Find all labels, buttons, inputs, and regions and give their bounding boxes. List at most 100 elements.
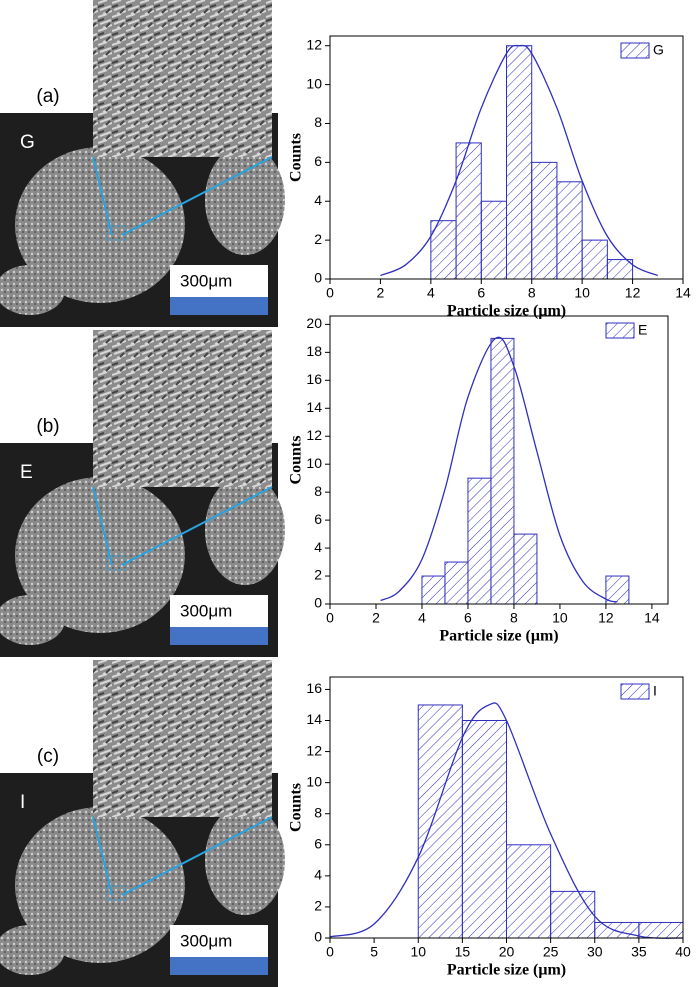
- y-tick-label: 20: [306, 315, 322, 331]
- bar: [444, 561, 469, 605]
- x-tick-label: 30: [587, 944, 603, 960]
- y-tick-label: 12: [306, 742, 322, 758]
- x-tick-label: 2: [377, 285, 385, 301]
- sem-image: (c) I 300μm: [0, 660, 285, 987]
- legend-label: I: [653, 683, 657, 699]
- bar: [605, 575, 630, 605]
- y-tick-label: 16: [306, 680, 322, 696]
- y-axis-label: Counts: [288, 133, 305, 182]
- particle: [15, 477, 185, 633]
- x-axis-label: Particle size (μm): [447, 962, 566, 979]
- x-tick-label: 10: [574, 285, 590, 301]
- x-tick-label: 12: [598, 610, 614, 626]
- y-tick-label: 8: [314, 804, 322, 820]
- x-tick-label: 40: [675, 944, 691, 960]
- particle: [0, 595, 65, 645]
- x-tick-label: 8: [528, 285, 536, 301]
- y-tick-label: 2: [314, 898, 322, 914]
- scale-label: 300μm: [180, 271, 232, 290]
- y-tick-label: 14: [306, 711, 322, 727]
- bar: [594, 921, 640, 939]
- x-tick-label: 10: [552, 610, 568, 626]
- y-tick-label: 14: [306, 399, 322, 415]
- x-tick-label: 10: [410, 944, 426, 960]
- y-tick-label: 16: [306, 371, 322, 387]
- zoom-line: [121, 486, 273, 566]
- bar: [581, 239, 608, 280]
- bar: [490, 337, 515, 605]
- legend-swatch: [605, 322, 635, 339]
- particle: [205, 145, 285, 255]
- scale-bar: [170, 957, 268, 975]
- bar: [506, 844, 552, 939]
- y-tick-label: 8: [314, 483, 322, 499]
- y-tick-label: 4: [314, 539, 322, 555]
- x-axis-label: Particle size (μm): [447, 303, 566, 320]
- zoom-line: [92, 816, 113, 896]
- x-tick-label: 4: [427, 285, 435, 301]
- fit-curve: [380, 44, 659, 277]
- bar: [417, 704, 463, 939]
- fit-curve: [380, 336, 618, 603]
- panel-label: (c): [37, 746, 59, 767]
- y-tick-label: 10: [306, 773, 322, 789]
- bar: [550, 890, 596, 939]
- sem-image: (b) E 300μm: [0, 330, 285, 657]
- x-tick-label: 5: [370, 944, 378, 960]
- scale-bar: [170, 627, 268, 645]
- scale-bar: [170, 297, 268, 315]
- bar: [556, 181, 583, 280]
- y-tick-label: 4: [314, 192, 322, 208]
- scale-label: 300μm: [180, 601, 232, 620]
- x-tick-label: 4: [418, 610, 426, 626]
- y-tick-label: 2: [314, 567, 322, 583]
- x-tick-label: 12: [625, 285, 641, 301]
- y-tick-label: 6: [314, 511, 322, 527]
- y-axis-label: Counts: [288, 783, 305, 832]
- zoom-box: [106, 555, 126, 571]
- inset-image: [93, 0, 272, 157]
- zoom-line: [121, 156, 273, 236]
- legend-label: E: [638, 322, 647, 338]
- x-tick-label: 0: [326, 944, 334, 960]
- y-tick-label: 6: [314, 153, 322, 169]
- y-tick-label: 10: [306, 75, 322, 91]
- x-axis-label: Particle size (μm): [439, 628, 558, 645]
- bar: [506, 45, 533, 280]
- particle: [0, 265, 65, 315]
- sem-image: (a) G 300μm: [0, 0, 285, 327]
- inset-image: [93, 330, 272, 487]
- y-tick-label: 4: [314, 867, 322, 883]
- zoom-box: [106, 225, 126, 241]
- bar: [638, 921, 684, 939]
- y-tick-label: 12: [306, 427, 322, 443]
- particle: [15, 807, 185, 963]
- x-tick-label: 25: [543, 944, 559, 960]
- zoom-line: [92, 486, 113, 566]
- y-tick-label: 12: [306, 36, 322, 52]
- fit-curve: [329, 702, 684, 939]
- image-label: G: [20, 132, 35, 153]
- particle: [205, 805, 285, 915]
- bar: [531, 161, 558, 280]
- x-tick-label: 6: [477, 285, 485, 301]
- x-tick-label: 15: [455, 944, 471, 960]
- x-tick-label: 0: [326, 285, 334, 301]
- y-tick-label: 0: [314, 929, 322, 945]
- x-tick-label: 35: [631, 944, 647, 960]
- panel-label: (b): [36, 416, 59, 437]
- y-tick-label: 0: [314, 270, 322, 286]
- panel-label: (a): [36, 86, 59, 107]
- legend-swatch: [620, 42, 650, 59]
- y-tick-label: 10: [306, 455, 322, 471]
- bar: [421, 575, 446, 605]
- bar: [461, 720, 507, 939]
- legend-swatch: [620, 683, 650, 700]
- image-label: I: [20, 792, 25, 813]
- y-tick-label: 0: [314, 595, 322, 611]
- inset-image: [93, 660, 272, 817]
- y-tick-label: 6: [314, 835, 322, 851]
- y-tick-label: 8: [314, 114, 322, 130]
- x-tick-label: 0: [326, 610, 334, 626]
